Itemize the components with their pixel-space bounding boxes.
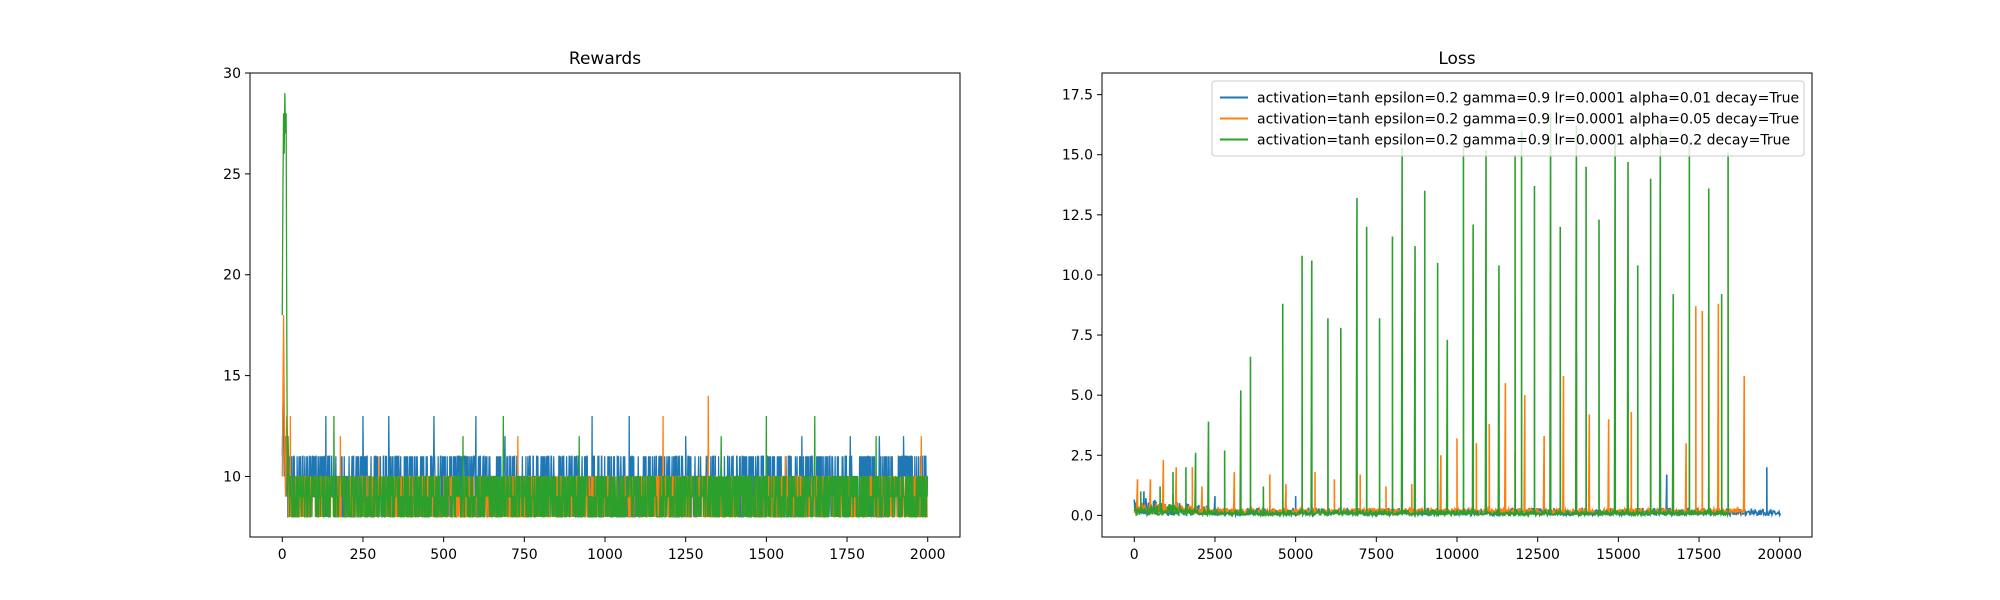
loss-x-tick-label: 15000 bbox=[1596, 547, 1641, 563]
rewards-x-tick-label: 750 bbox=[511, 547, 538, 563]
loss-x-tick-label: 5000 bbox=[1278, 547, 1314, 563]
loss-x-tick-label: 0 bbox=[1130, 547, 1139, 563]
legend-label-alpha-0-05: activation=tanh epsilon=0.2 gamma=0.9 lr… bbox=[1257, 112, 1799, 128]
rewards-chart: Rewards 0 250 500 750 1000 1250 1500 1750 2000 1… bbox=[223, 49, 961, 563]
loss-x-tick-label: 7500 bbox=[1358, 547, 1394, 563]
rewards-y-ticks: 10 15 20 25 30 bbox=[223, 66, 250, 485]
rewards-y-tick-label: 10 bbox=[223, 469, 241, 485]
rewards-x-tick-label: 1000 bbox=[587, 547, 623, 563]
rewards-y-tick-label: 25 bbox=[223, 167, 241, 183]
rewards-y-tick-label: 15 bbox=[223, 369, 241, 385]
legend-entry-alpha-0-05: activation=tanh epsilon=0.2 gamma=0.9 lr… bbox=[1220, 112, 1799, 128]
rewards-y-tick-label: 20 bbox=[223, 268, 241, 284]
rewards-x-tick-label: 2000 bbox=[910, 547, 946, 563]
loss-y-tick-label: 0.0 bbox=[1071, 508, 1093, 524]
loss-x-tick-label: 20000 bbox=[1757, 547, 1802, 563]
loss-title: Loss bbox=[1438, 49, 1475, 69]
rewards-series-green bbox=[281, 93, 929, 518]
legend-box bbox=[1211, 80, 1805, 157]
loss-legend: activation=tanh epsilon=0.2 gamma=0.9 lr… bbox=[1211, 80, 1805, 157]
rewards-x-tick-label: 0 bbox=[278, 547, 287, 563]
loss-x-tick-label: 10000 bbox=[1435, 547, 1480, 563]
rewards-series-layer bbox=[281, 93, 929, 518]
loss-x-tick-label: 2500 bbox=[1197, 547, 1233, 563]
loss-y-tick-label: 15.0 bbox=[1062, 148, 1093, 164]
legend-entry-alpha-0-2: activation=tanh epsilon=0.2 gamma=0.9 lr… bbox=[1220, 133, 1790, 149]
rewards-x-tick-label: 1750 bbox=[829, 547, 865, 563]
loss-x-tick-label: 17500 bbox=[1677, 547, 1722, 563]
loss-y-tick-label: 7.5 bbox=[1071, 328, 1093, 344]
rewards-x-tick-label: 500 bbox=[430, 547, 457, 563]
rewards-x-tick-label: 1500 bbox=[749, 547, 785, 563]
rewards-x-ticks: 0 250 500 750 1000 1250 1500 1750 2000 bbox=[278, 537, 946, 563]
loss-y-tick-label: 5.0 bbox=[1071, 388, 1093, 404]
loss-y-tick-label: 2.5 bbox=[1071, 448, 1093, 464]
loss-y-ticks: 0.0 2.5 5.0 7.5 10.0 12.5 15.0 17.5 bbox=[1062, 88, 1102, 524]
rewards-y-tick-label: 30 bbox=[223, 66, 241, 82]
legend-label-alpha-0-01: activation=tanh epsilon=0.2 gamma=0.9 lr… bbox=[1257, 91, 1799, 107]
loss-series-green bbox=[1133, 113, 1730, 519]
legend-entry-alpha-0-01: activation=tanh epsilon=0.2 gamma=0.9 lr… bbox=[1220, 91, 1799, 107]
legend-label-alpha-0-2: activation=tanh epsilon=0.2 gamma=0.9 lr… bbox=[1257, 133, 1790, 149]
loss-x-tick-label: 12500 bbox=[1515, 547, 1560, 563]
loss-y-tick-label: 12.5 bbox=[1062, 208, 1093, 224]
rewards-title: Rewards bbox=[569, 49, 641, 69]
rewards-x-tick-label: 250 bbox=[350, 547, 377, 563]
loss-x-ticks: 0 2500 5000 7500 10000 12500 15000 17500 20000 bbox=[1130, 537, 1802, 563]
loss-y-tick-label: 17.5 bbox=[1062, 88, 1093, 104]
loss-y-tick-label: 10.0 bbox=[1062, 268, 1093, 284]
loss-chart: Loss 0 2500 5000 7500 10000 12500 15000 17500 20… bbox=[1062, 49, 1813, 563]
rewards-x-tick-label: 1250 bbox=[668, 547, 704, 563]
loss-series-layer bbox=[1133, 113, 1782, 519]
